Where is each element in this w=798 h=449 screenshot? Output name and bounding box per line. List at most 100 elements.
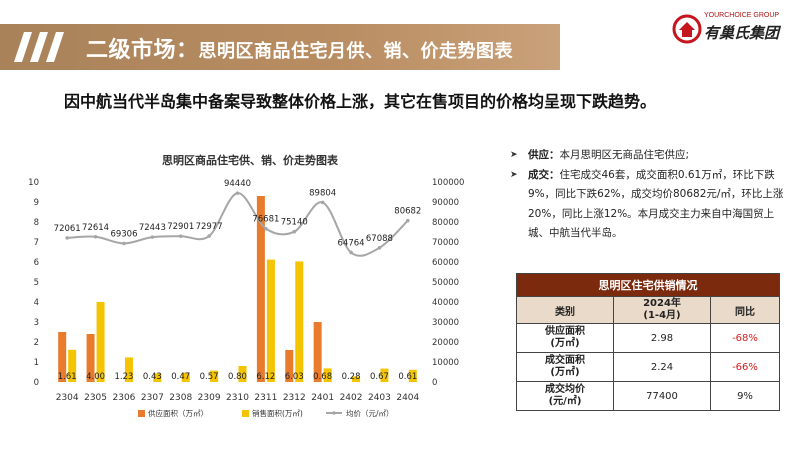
stripe-decoration-icon xyxy=(14,32,64,62)
logo-house-icon xyxy=(672,14,702,44)
x-tick-label: 2304 xyxy=(56,393,79,403)
price-data-label: 72443 xyxy=(139,223,166,233)
x-tick-label: 2401 xyxy=(311,393,334,403)
y-tick-label: 8 xyxy=(34,218,39,228)
x-tick-label: 2402 xyxy=(340,393,363,403)
price-data-label: 72614 xyxy=(82,223,109,233)
bar-data-label: 0.61 xyxy=(398,372,417,382)
x-tick-label: 2305 xyxy=(84,393,107,403)
x-tick-label: 2403 xyxy=(368,393,391,403)
price-data-label: 76681 xyxy=(252,215,279,225)
price-point xyxy=(150,235,155,239)
row-value: 2.98 xyxy=(613,323,711,353)
y-tick-label: 6 xyxy=(34,258,39,268)
price-data-label: 80682 xyxy=(394,207,421,217)
chart-container: 思明区商品住宅供、销、价走势图表 0 1 2 3 4 5 6 7 8 9 10 0 10000 20000… xyxy=(20,150,470,440)
table-header-category: 类别 xyxy=(516,296,614,324)
logo-english: YOURCHOICE GROUP xyxy=(704,12,780,19)
bullet-deal-label: 成交： xyxy=(528,168,560,181)
y-tick-label: 1 xyxy=(34,358,39,368)
supply-sales-table: 思明区住宅供销情况 类别 2024年 (1-4月) 同比 供应面积 (万㎡) 2… xyxy=(516,273,780,411)
sales-bar xyxy=(181,372,190,382)
page-title-main: 二级市场： xyxy=(86,38,199,63)
price-data-label: 67088 xyxy=(366,234,393,244)
bar-data-label: 0.80 xyxy=(228,372,247,382)
bar-data-label: 0.47 xyxy=(171,372,190,382)
chart-title: 思明区商品住宅供、销、价走势图表 xyxy=(162,154,338,167)
y-tick-label: 10 xyxy=(28,178,39,188)
x-tick-label: 2309 xyxy=(198,393,221,403)
supply-bar xyxy=(285,350,294,382)
table-row: 成交面积 (万㎡) 2.24 -66% xyxy=(516,352,780,382)
legend-label-price: 均价（元/㎡） xyxy=(346,408,394,418)
y2-tick-label: 0 xyxy=(432,378,437,388)
row-change: 9% xyxy=(710,381,780,411)
price-data-label: 75140 xyxy=(281,218,308,228)
y2-tick-label: 40000 xyxy=(432,298,459,308)
bar-data-label: 0.43 xyxy=(143,372,162,382)
table-header-period: 2024年 (1-4月) xyxy=(613,296,711,324)
x-tick-label: 2312 xyxy=(283,393,306,403)
bar-data-label: 6.03 xyxy=(285,372,304,382)
row-label: 成交均价 (元/㎡) xyxy=(516,381,614,411)
price-data-label: 72977 xyxy=(196,222,223,232)
headline: 因中航当代半岛集中备案导致整体价格上涨，其它在售项目的价格均呈现下跌趋势。 xyxy=(64,92,657,111)
sales-bar xyxy=(352,376,361,382)
chart-svg: 0 1 2 3 4 5 6 7 8 9 10 0 10000 20000 30000 40000 50000 60… xyxy=(28,178,464,418)
bar-data-label: 6.12 xyxy=(256,372,275,382)
y2-tick-label: 90000 xyxy=(432,198,459,208)
y2-tick-label: 20000 xyxy=(432,338,459,348)
y-tick-label: 4 xyxy=(34,298,39,308)
row-change: -68% xyxy=(710,323,780,353)
sales-bar xyxy=(68,349,77,382)
y2-tick-label: 100000 xyxy=(432,178,464,188)
x-tick-label: 2307 xyxy=(141,393,164,403)
x-tick-label: 2311 xyxy=(254,393,277,403)
supply-bar xyxy=(256,196,265,382)
legend-swatch-supply xyxy=(138,410,145,417)
table-header-yoy: 同比 xyxy=(710,296,780,324)
x-tick-label: 2310 xyxy=(226,393,249,403)
arrow-icon: ➤ xyxy=(510,169,518,180)
x-tick-label: 2308 xyxy=(169,393,192,403)
bar-data-label: 0.67 xyxy=(370,372,389,382)
bullet-supply: ➤ 供应：本月思明区无商品住宅供应; xyxy=(508,146,790,166)
y2-tick-label: 70000 xyxy=(432,238,459,248)
legend-label-sales: 销售面积(万㎡) xyxy=(252,408,303,418)
y-tick-label: 3 xyxy=(34,318,39,328)
sales-bar xyxy=(323,368,332,382)
bar-data-label: 4.00 xyxy=(86,372,105,382)
sales-bar xyxy=(408,369,417,382)
x-tick-label: 2404 xyxy=(396,393,419,403)
page-title: 二级市场：思明区商品住宅月供、销、价走势图表 xyxy=(86,32,513,64)
sales-bar xyxy=(380,368,389,382)
legend-label-supply: 供应面积（万㎡） xyxy=(148,408,208,418)
bar-data-label: 0.68 xyxy=(313,372,332,382)
legend-swatch-price-dot xyxy=(332,411,336,415)
row-change: -66% xyxy=(710,352,780,382)
y-tick-label: 9 xyxy=(34,198,39,208)
price-point xyxy=(178,234,183,238)
bar-data-label: 0.57 xyxy=(200,372,219,382)
table-caption: 思明区住宅供销情况 xyxy=(516,273,780,297)
legend-swatch-sales xyxy=(242,410,249,417)
price-data-label: 72061 xyxy=(54,224,81,234)
price-point xyxy=(122,241,126,246)
price-point xyxy=(264,226,268,231)
price-point xyxy=(377,246,382,250)
price-data-label: 64764 xyxy=(338,238,365,248)
y-tick-label: 0 xyxy=(34,378,39,388)
bullet-supply-text: 本月思明区无商品住宅供应; xyxy=(559,149,690,161)
sales-bar xyxy=(295,261,304,382)
sales-bar xyxy=(210,370,219,382)
company-logo: YOURCHOICE GROUP 有巢氏集团 xyxy=(672,10,792,44)
bullet-deal-text: 住宅成交46套，成交面积0.61万㎡，环比下跌9%，同比下跌62%，成交均价80… xyxy=(528,168,784,240)
y2-tick-label: 80000 xyxy=(432,218,459,228)
price-data-label: 94440 xyxy=(224,179,251,189)
sales-bar xyxy=(153,373,162,382)
supply-bar xyxy=(313,322,322,382)
y-tick-label: 7 xyxy=(34,238,39,248)
bar-data-label: 1.61 xyxy=(58,372,77,382)
bar-data-label: 0.28 xyxy=(342,372,361,382)
sales-bar xyxy=(124,357,133,382)
